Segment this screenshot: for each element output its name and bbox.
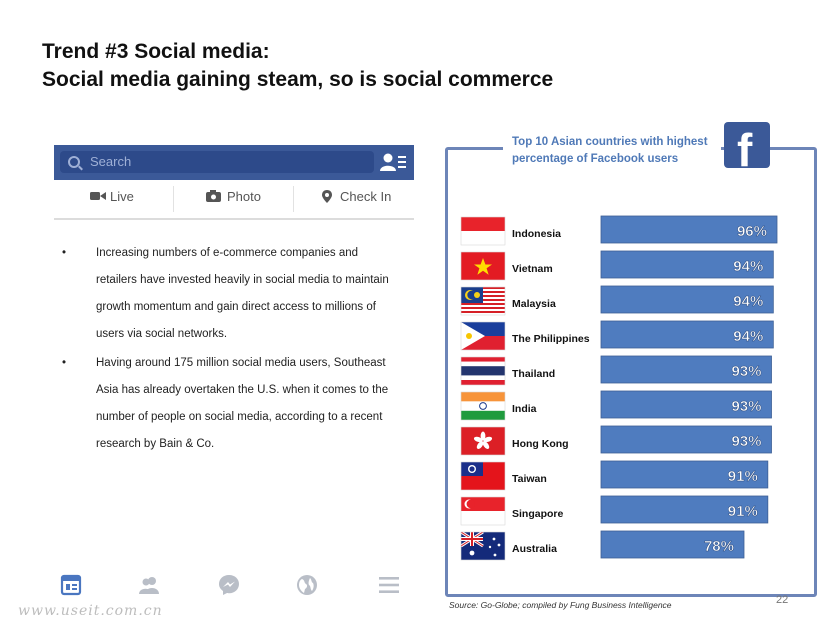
flag-border — [460, 426, 506, 456]
search-placeholder: Search — [90, 154, 132, 169]
frame-gap — [503, 140, 721, 154]
flag-border — [460, 461, 506, 491]
category-label: Taiwan — [512, 473, 547, 485]
messenger-icon[interactable] — [218, 574, 240, 596]
title-line-2: Social media gaining steam, so is social… — [42, 68, 554, 91]
category-label: Malaysia — [512, 298, 556, 310]
bar — [600, 320, 774, 349]
globe-icon[interactable] — [296, 574, 318, 596]
flag-taiwan — [461, 462, 505, 490]
flag-border — [460, 531, 506, 561]
bar — [600, 460, 769, 489]
divider — [173, 186, 174, 212]
flag-border — [460, 251, 506, 281]
bullet-item: Increasing numbers of e-commerce compani… — [62, 240, 402, 348]
flag-border — [460, 391, 506, 421]
page-number: 22 — [776, 594, 789, 606]
bar — [600, 285, 774, 314]
value-label: 94% — [733, 293, 763, 310]
value-label: 96% — [737, 223, 767, 240]
value-label: 78% — [704, 538, 734, 555]
location-pin-icon — [322, 190, 332, 203]
friends-icon[interactable] — [138, 574, 160, 596]
photo-button[interactable]: Photo — [206, 180, 261, 218]
facebook-header: Search — [54, 145, 414, 180]
flag-the-philippines — [461, 322, 505, 350]
facebook-logo-icon: f — [724, 122, 770, 168]
watermark: www.useit.com.cn — [18, 603, 163, 619]
search-icon — [68, 156, 80, 168]
divider — [293, 186, 294, 212]
bar — [600, 250, 774, 279]
value-label: 93% — [731, 363, 761, 380]
flag-india — [461, 392, 505, 420]
category-label: Thailand — [512, 368, 555, 380]
value-label: 91% — [728, 503, 758, 520]
news-feed-icon[interactable] — [60, 574, 82, 596]
bullet-list: Increasing numbers of e-commerce compani… — [62, 240, 402, 460]
flag-border — [460, 321, 506, 351]
category-label: Australia — [512, 543, 557, 555]
chart-source: Source: Go-Globe; compiled by Fung Busin… — [449, 600, 672, 610]
flag-hong-kong — [461, 427, 505, 455]
title-line-1: Trend #3 Social media: — [42, 40, 270, 63]
flag-vietnam — [461, 252, 505, 280]
value-label: 94% — [733, 258, 763, 275]
category-label: Hong Kong — [512, 438, 569, 450]
value-label: 94% — [733, 328, 763, 345]
flag-border — [460, 496, 506, 526]
bar — [600, 390, 772, 419]
facebook-action-bar: Live Photo Check In — [54, 180, 414, 220]
flag-malaysia — [461, 287, 505, 315]
photo-label: Photo — [227, 189, 261, 204]
flag-indonesia — [461, 217, 505, 245]
category-label: Indonesia — [512, 228, 561, 240]
value-label: 91% — [728, 468, 758, 485]
bar — [600, 495, 769, 524]
category-label: Vietnam — [512, 263, 553, 275]
video-camera-icon — [90, 192, 106, 200]
bullet-item: Having around 175 million social media u… — [62, 350, 402, 458]
flag-singapore — [461, 497, 505, 525]
live-label: Live — [110, 189, 134, 204]
live-button[interactable]: Live — [90, 180, 134, 218]
flag-border — [460, 216, 506, 246]
flag-thailand — [461, 357, 505, 385]
bar — [600, 425, 772, 454]
facebook-tab-bar — [54, 574, 414, 602]
flag-border — [460, 286, 506, 316]
value-label: 93% — [731, 433, 761, 450]
menu-icon[interactable] — [378, 574, 400, 596]
flag-border — [460, 356, 506, 386]
category-label: Singapore — [512, 508, 564, 520]
bar — [600, 215, 778, 244]
facebook-users-bar-chart: Indonesia 96% Vietnam 94% Malaysia 94% The Phi… — [460, 215, 778, 561]
bar — [600, 530, 745, 559]
check-in-label: Check In — [340, 189, 392, 204]
slide-title: Trend #3 Social media: Social media gain… — [42, 38, 553, 94]
chart-title: Top 10 Asian countries with highest perc… — [512, 136, 708, 165]
camera-icon — [206, 190, 221, 202]
value-label: 93% — [731, 398, 761, 415]
search-input[interactable]: Search — [60, 151, 374, 173]
bar — [600, 355, 772, 384]
friend-requests-icon[interactable] — [380, 152, 406, 172]
flag-australia — [461, 532, 505, 560]
category-label: India — [512, 403, 537, 415]
category-label: The Philippines — [512, 333, 590, 345]
check-in-button[interactable]: Check In — [322, 180, 391, 218]
